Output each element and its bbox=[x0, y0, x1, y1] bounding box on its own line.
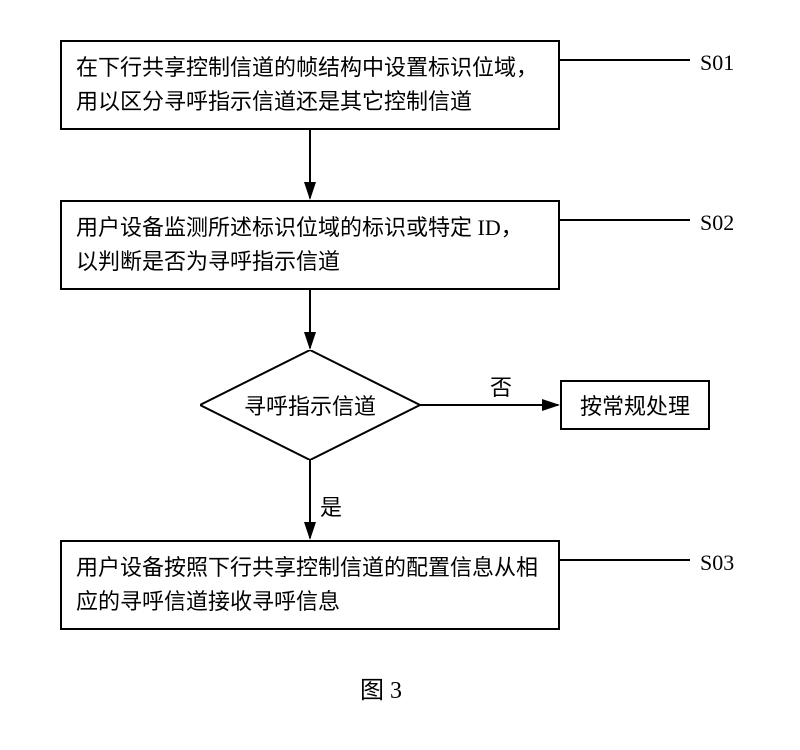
figure-caption: 图 3 bbox=[360, 670, 402, 705]
normal-processing-box: 按常规处理 bbox=[560, 380, 710, 430]
label-no: 否 bbox=[490, 370, 512, 402]
step-s03-box: 用户设备按照下行共享控制信道的配置信息从相应的寻呼信道接收寻呼信息 bbox=[60, 540, 560, 630]
label-yes: 是 bbox=[320, 490, 342, 522]
step-s03-text: 用户设备按照下行共享控制信道的配置信息从相应的寻呼信道接收寻呼信息 bbox=[76, 551, 544, 619]
tag-s01: S01 bbox=[700, 50, 734, 76]
step-s02-text: 用户设备监测所述标识位域的标识或特定 ID，以判断是否为寻呼指示信道 bbox=[76, 211, 544, 279]
step-s02-box: 用户设备监测所述标识位域的标识或特定 ID，以判断是否为寻呼指示信道 bbox=[60, 200, 560, 290]
tag-s03: S03 bbox=[700, 550, 734, 576]
normal-processing-text: 按常规处理 bbox=[580, 389, 690, 421]
step-s01-box: 在下行共享控制信道的帧结构中设置标识位域，用以区分寻呼指示信道还是其它控制信道 bbox=[60, 40, 560, 130]
flowchart-canvas: 在下行共享控制信道的帧结构中设置标识位域，用以区分寻呼指示信道还是其它控制信道 … bbox=[0, 0, 800, 750]
decision-label: 寻呼指示信道 bbox=[200, 350, 420, 460]
tag-s02: S02 bbox=[700, 210, 734, 236]
decision-diamond: 寻呼指示信道 bbox=[200, 350, 420, 460]
step-s01-text: 在下行共享控制信道的帧结构中设置标识位域，用以区分寻呼指示信道还是其它控制信道 bbox=[76, 51, 544, 119]
